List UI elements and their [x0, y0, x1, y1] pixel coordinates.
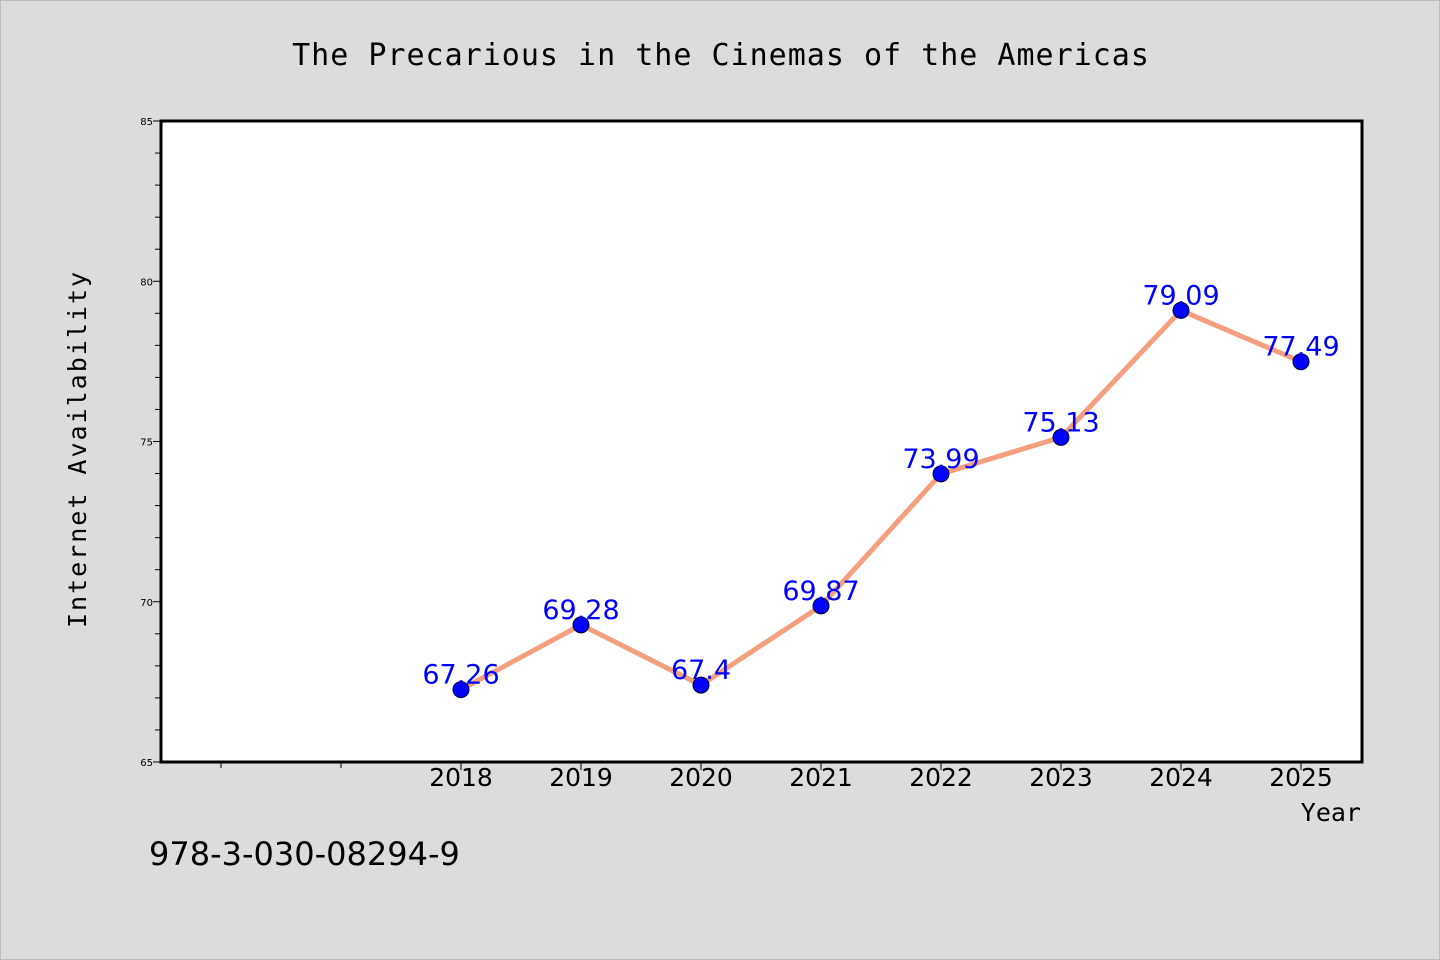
- x-tick-label: 2020: [669, 763, 733, 792]
- y-tick-label: 85: [140, 117, 153, 128]
- x-tick-label: 2021: [789, 763, 853, 792]
- y-axis: 65 70 75 80 85: [140, 117, 161, 769]
- x-tick-label: 2022: [909, 763, 973, 792]
- data-point: [1052, 428, 1070, 446]
- data-point: [572, 616, 590, 634]
- y-tick-label: 65: [140, 758, 153, 769]
- data-label: 73.99: [902, 444, 979, 475]
- series-line: [458, 307, 1304, 693]
- x-tick-label: 2023: [1029, 763, 1093, 792]
- series-layer: 67.26 69.28 67.4 69.87 73.99 75.13 79.09 77.49: [422, 280, 1340, 699]
- y-axis-title: Internet Availability: [63, 270, 92, 628]
- data-point: [452, 681, 470, 699]
- x-axis-title: Year: [1301, 798, 1361, 827]
- footer-isbn: 978-3-030-08294-9: [149, 835, 460, 873]
- x-tick-label: 2025: [1269, 763, 1333, 792]
- data-point: [1172, 301, 1190, 319]
- data-label: 67.26: [422, 660, 499, 691]
- data-point: [1292, 353, 1310, 371]
- y-tick-label: 70: [140, 598, 153, 609]
- plot-area: [159, 119, 1364, 764]
- data-label: 77.49: [1262, 332, 1339, 363]
- x-tick-label: 2019: [549, 763, 613, 792]
- data-label: 75.13: [1022, 407, 1099, 438]
- chart-title: The Precarious in the Cinemas of the Ame…: [292, 38, 1150, 73]
- y-tick-label: 75: [140, 438, 153, 449]
- data-label: 79.09: [1142, 280, 1219, 311]
- data-point: [932, 465, 950, 483]
- data-label: 67.4: [671, 655, 731, 686]
- x-tick-label: 2018: [429, 763, 493, 792]
- x-tick-label: 2024: [1149, 763, 1213, 792]
- x-axis: 2018 2019 2020 2021 2022 2023 2024 2025: [220, 762, 1333, 792]
- data-point: [812, 597, 830, 615]
- data-point: [692, 676, 710, 694]
- data-label: 69.28: [542, 595, 619, 626]
- y-tick-label: 80: [140, 277, 153, 288]
- data-label: 69.87: [782, 576, 859, 607]
